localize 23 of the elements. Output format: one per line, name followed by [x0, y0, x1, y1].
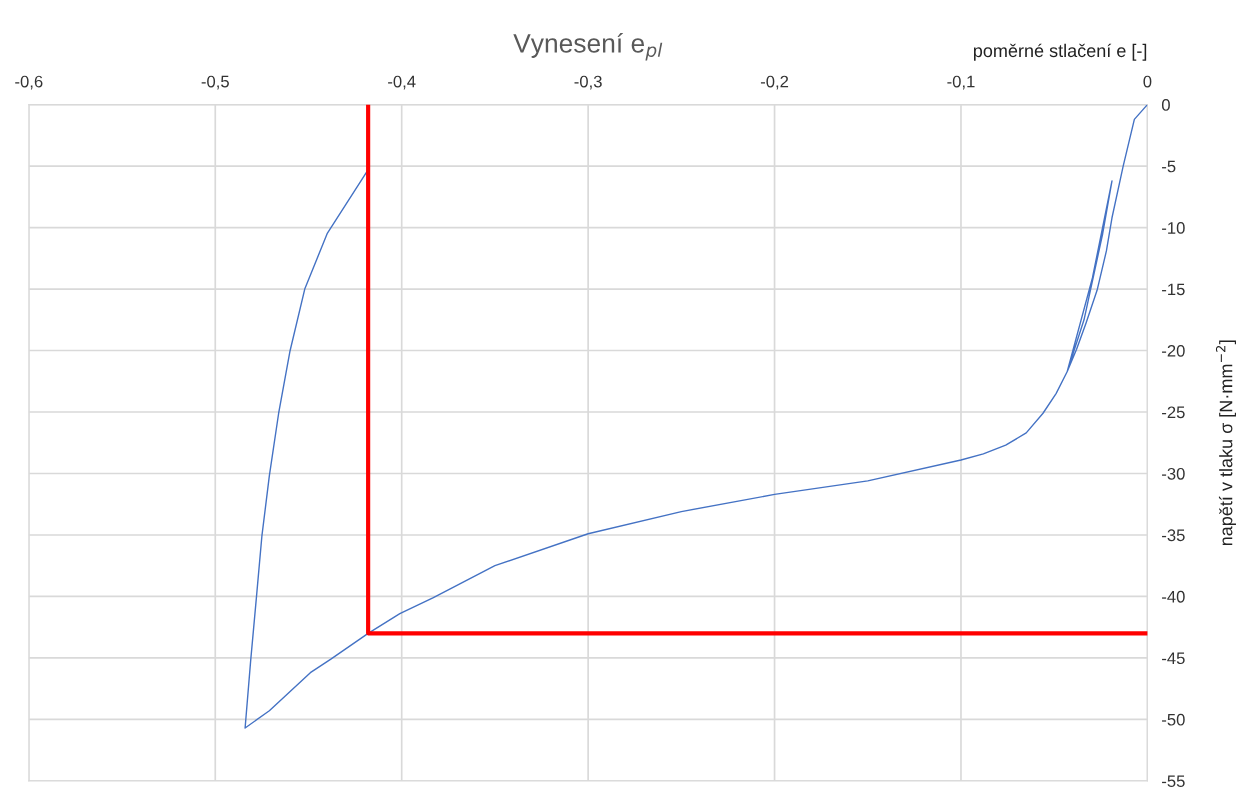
- x-axis-title: poměrné stlačení e [-]: [973, 43, 1147, 61]
- y-axis-title: napětí v tlaku σ [N·mm$^{−2}$]: [1215, 340, 1236, 546]
- y-tick-label: -45: [1162, 652, 1185, 665]
- x-tick-label: 0: [1143, 75, 1152, 88]
- y-tick-label: -15: [1162, 283, 1185, 296]
- y-tick-label: -30: [1162, 467, 1185, 480]
- y-tick-label: -5: [1162, 160, 1176, 173]
- x-tick-label: -0,5: [201, 75, 229, 90]
- y-tick-label: -35: [1162, 529, 1185, 542]
- x-tick-label: -0,4: [388, 75, 416, 90]
- y-tick-label: -40: [1162, 590, 1185, 603]
- x-tick-label: -0,3: [574, 75, 602, 90]
- y-tick-label: -20: [1162, 344, 1185, 357]
- y-tick-label: -55: [1162, 775, 1185, 788]
- y-tick-label: 0: [1161, 99, 1170, 111]
- x-tick-label: -0,2: [760, 75, 789, 90]
- y-tick-label: -10: [1162, 222, 1185, 234]
- x-tick-label: -0,6: [15, 75, 43, 90]
- x-tick-label: -0,1: [947, 75, 975, 90]
- chart-title: Vynesení e$_{pl}$: [513, 32, 663, 61]
- y-tick-label: -50: [1162, 713, 1185, 726]
- line-series: [244, 104, 1148, 729]
- y-tick-label: -25: [1162, 406, 1185, 419]
